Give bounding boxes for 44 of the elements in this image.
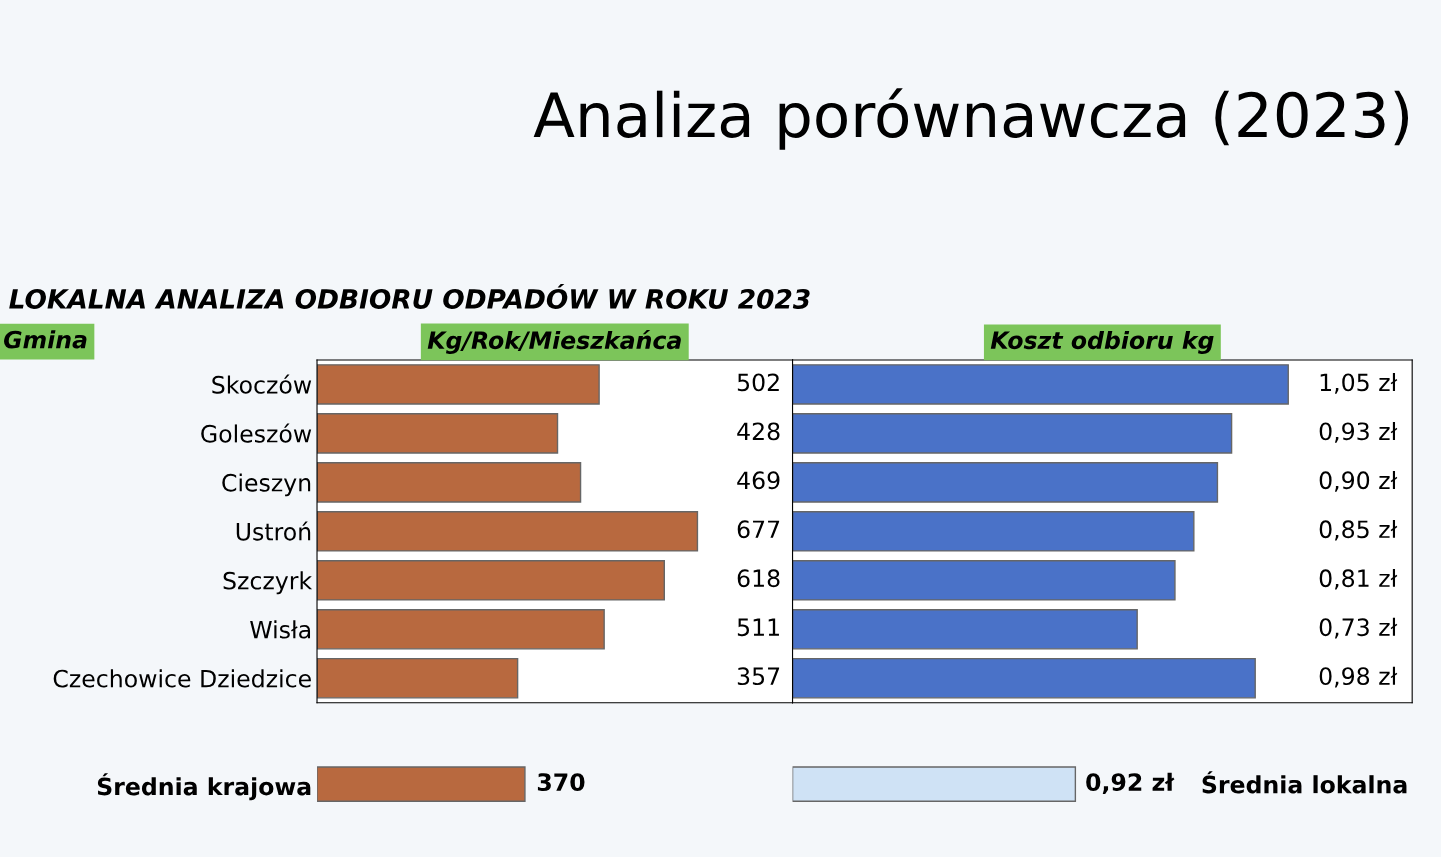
- data-label: 0,90 zł: [1319, 470, 1398, 492]
- data-label: 618: [737, 569, 780, 588]
- data-label: 0,98 zł: [1319, 666, 1398, 688]
- y-tick-label: Goleszów: [201, 423, 312, 443]
- data-label: 502: [737, 373, 779, 392]
- y-axis-title: Gmina: [4, 330, 87, 349]
- y-tick-label: Szczyrk: [223, 571, 313, 595]
- bar: [792, 608, 1138, 650]
- bar: [792, 413, 1233, 454]
- chart-subtitle: LOKALNA ANALIZA ODBIORU ODPADÓW W ROKU 2023: [9, 284, 810, 309]
- data-label: 428: [737, 422, 780, 441]
- bar: [317, 511, 699, 552]
- bar: [317, 560, 665, 601]
- bar: [317, 657, 519, 699]
- bar: [317, 462, 582, 503]
- x-axis-title: Koszt odbioru kg: [990, 330, 1214, 354]
- bar: [317, 364, 600, 405]
- data-label: 469: [737, 471, 780, 490]
- y-tick-label: Skoczów: [212, 374, 312, 394]
- y-tick-label: Wisła: [250, 620, 311, 639]
- bar: [792, 462, 1219, 503]
- y-tick-label: Cieszyn: [222, 473, 311, 497]
- y-tick-label: Czechowice Dziedzice: [53, 669, 311, 688]
- data-label: 0,73 zł: [1319, 617, 1398, 639]
- data-label: 0,81 zł: [1319, 568, 1398, 590]
- y-tick-label: Ustroń: [236, 521, 311, 541]
- bar: [792, 560, 1176, 601]
- bar: [317, 608, 605, 650]
- data-label: 370: [537, 773, 585, 792]
- data-label: 357: [737, 667, 780, 686]
- data-label: 0,85 zł: [1319, 519, 1398, 541]
- data-label: 677: [737, 520, 780, 539]
- data-label: 511: [737, 618, 779, 637]
- data-label: 1,05 zł: [1320, 373, 1398, 394]
- bar: [792, 511, 1195, 552]
- y-tick-label: Średnia lokalna: [1202, 771, 1407, 794]
- x-axis-title: Kg/Rok/Mieszkańca: [427, 329, 681, 354]
- bar: [317, 413, 559, 454]
- text: Analiza porównawcza (2023): [533, 88, 1409, 150]
- y-tick-label: Średnia krajowa: [97, 773, 311, 801]
- bar: [792, 364, 1289, 405]
- data-label: 0,93 zł: [1319, 421, 1398, 443]
- data-label: 0,92 zł: [1086, 772, 1175, 795]
- bar: [792, 657, 1256, 699]
